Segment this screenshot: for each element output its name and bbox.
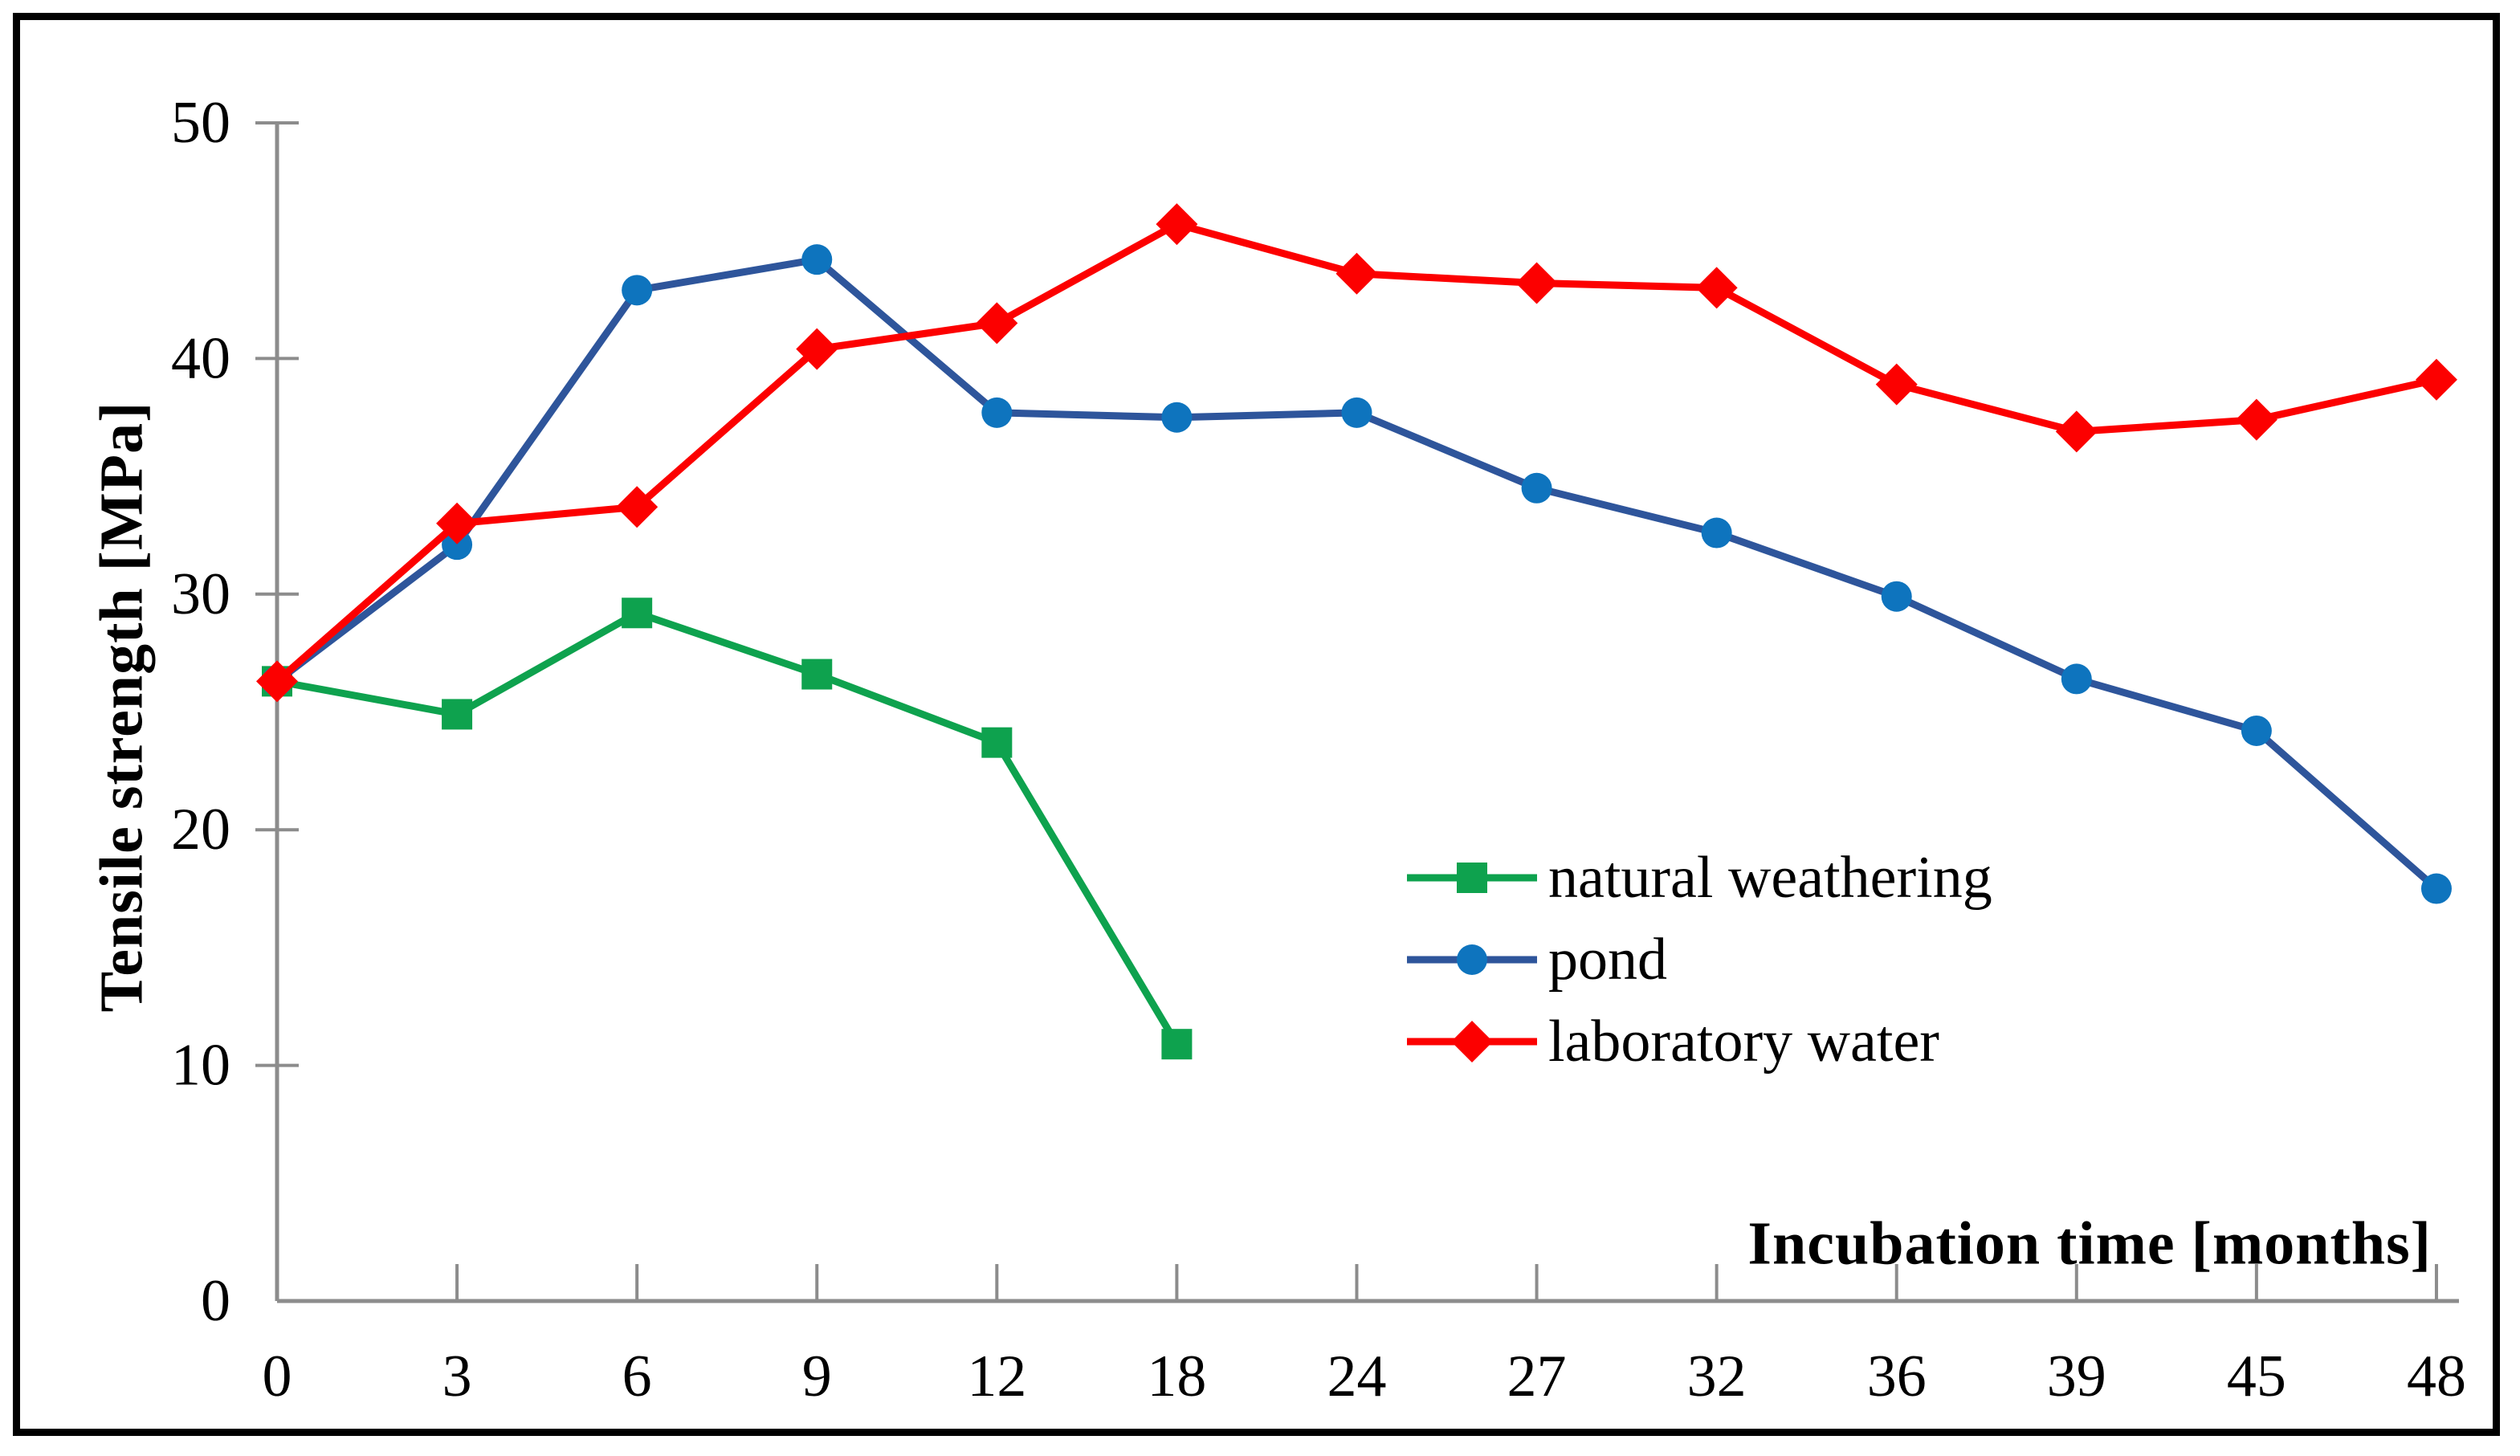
legend-label: natural weathering [1548,844,1992,911]
series-line [273,609,1180,1048]
legend-marker-circle-icon [1407,944,1537,975]
diamond-marker [1335,252,1378,295]
series-pond [262,244,2452,904]
square-marker [1161,1029,1193,1060]
square-marker [1457,863,1487,893]
square-marker [442,699,473,730]
diamond-marker [2235,398,2277,441]
legend-item-natural-weathering: natural weathering [1404,837,1992,919]
circle-marker [1881,581,1912,612]
y-tick-label: 10 [171,1033,230,1099]
diamond-marker [2415,358,2457,401]
x-tick-label: 0 [263,1344,292,1409]
square-marker [622,597,653,629]
diamond-marker [796,328,838,370]
y-tick-label: 40 [171,325,230,391]
tick-marks [255,121,2438,1301]
x-tick-label: 9 [802,1344,832,1409]
circle-marker [1341,397,1372,428]
x-tick-label: 36 [1867,1344,1927,1409]
series-line [273,255,2440,893]
circle-marker [2061,663,2092,695]
diamond-marker [976,302,1018,345]
diamond-marker [1156,203,1198,246]
x-tick-label: 24 [1327,1344,1386,1409]
circle-marker [801,244,833,275]
circle-marker [1521,472,1552,504]
legend-label: pond [1548,926,1667,993]
diamond-marker [1515,262,1558,304]
diamond-marker [2055,410,2098,453]
circle-marker [1701,517,1732,549]
y-tick-label: 20 [171,797,230,863]
x-tick-label: 39 [2047,1344,2106,1409]
circle-marker [2420,873,2452,904]
circle-marker [1161,402,1193,433]
y-tick-label: 30 [171,561,230,627]
square-marker [981,727,1013,758]
diamond-marker [1451,1021,1493,1062]
x-tick-label: 3 [442,1344,472,1409]
circle-marker [1457,944,1487,975]
x-tick-label: 48 [2407,1344,2466,1409]
circle-marker [622,275,653,306]
x-axis-title: Incubation time [months] [1747,1209,2432,1278]
series-natural-weathering [262,597,1193,1060]
y-tick-label: 50 [171,90,230,156]
legend-marker-square-icon [1407,863,1537,893]
legend-label: laboratory water [1548,1008,1939,1075]
y-tick-label: 0 [201,1268,230,1334]
circle-marker [981,397,1013,428]
x-tick-label: 6 [622,1344,652,1409]
diamond-marker [436,502,479,544]
diamond-marker [1695,267,1738,309]
diamond-marker [1875,363,1918,406]
circle-marker [2241,715,2272,746]
diamond-marker [616,486,659,528]
x-tick-label: 27 [1507,1344,1567,1409]
chart-legend: natural weathering pond laboratory water [1404,837,1992,1083]
legend-item-pond: pond [1404,919,1992,1001]
y-axis-title: Tensile strength [MPa] [88,401,156,1013]
square-marker [801,659,833,690]
x-tick-label: 32 [1687,1344,1747,1409]
legend-item-laboratory-water: laboratory water [1404,1001,1992,1083]
series-laboratory-water [256,203,2457,703]
circle-marker [442,529,473,561]
x-tick-label: 45 [2227,1344,2286,1409]
x-tick-label: 12 [967,1344,1026,1409]
legend-marker-diamond-icon [1407,1021,1537,1062]
axes [275,123,2459,1303]
chart-border [13,13,2500,1436]
diamond-marker [256,660,298,703]
x-tick-label: 18 [1147,1344,1206,1409]
